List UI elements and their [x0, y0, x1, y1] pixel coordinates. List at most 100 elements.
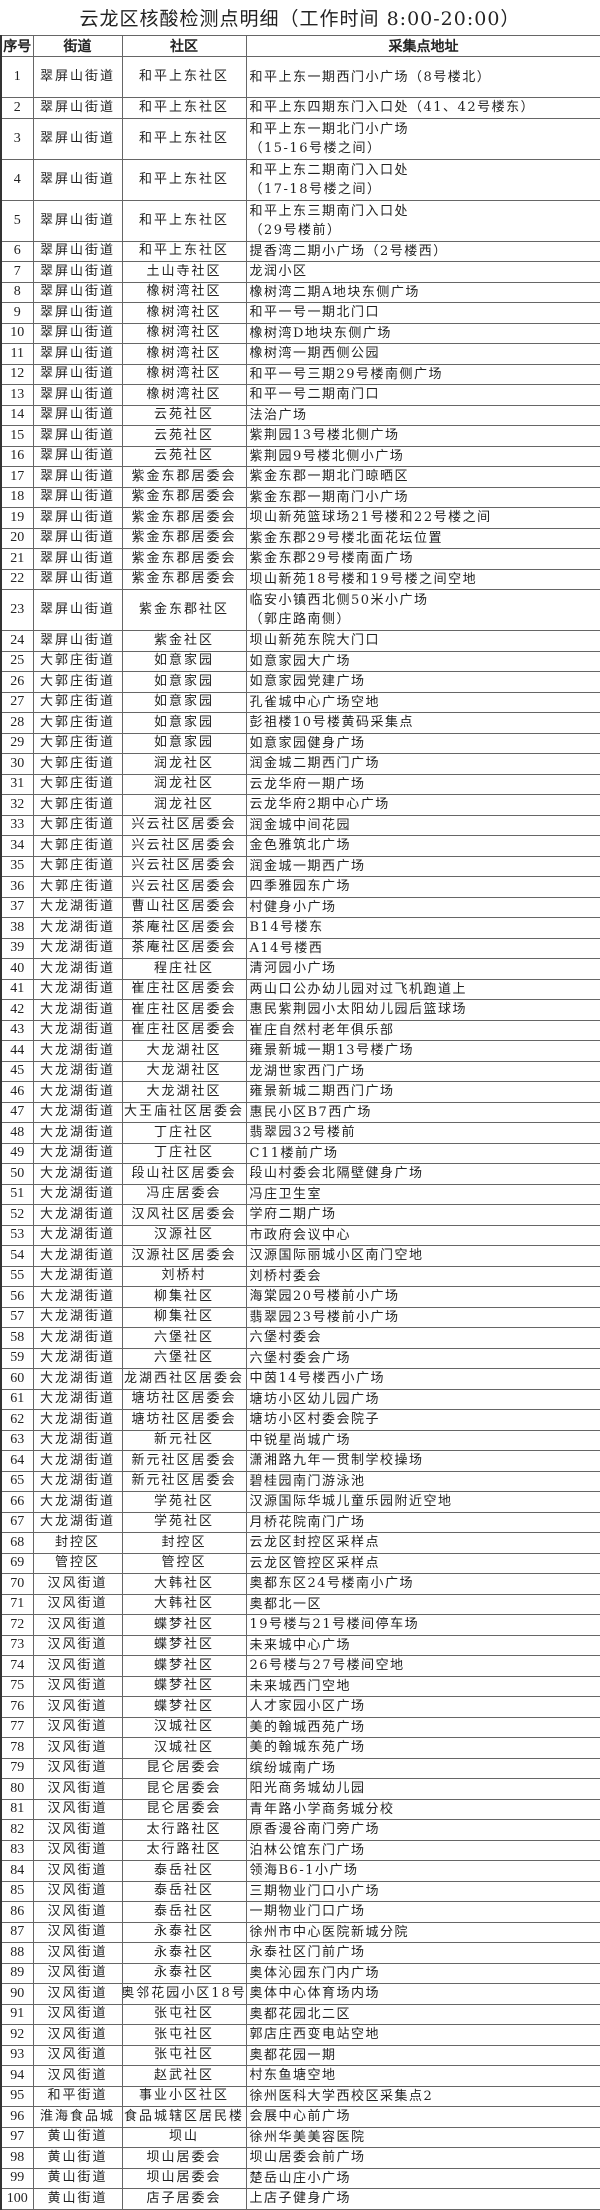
- row-community: 学苑社区: [121, 1491, 247, 1513]
- row-address: 临安小镇西北侧50米小广场 （郭庄路南侧）: [245, 589, 600, 631]
- community-text: 和平上东社区: [138, 99, 229, 115]
- row-street: 大龙湖街道: [32, 1306, 123, 1328]
- row-street: 翠屏山街道: [32, 486, 123, 508]
- community-text: 蝶梦社区: [153, 1678, 214, 1694]
- row-community: 段山社区居委会: [121, 1163, 247, 1185]
- row-street: 大龙湖街道: [32, 1224, 123, 1246]
- community-text: 封控区: [161, 1534, 207, 1550]
- table-row: 90汉风街道区奥邻花园小区18号楼奥体中心体育场内场: [0, 1983, 600, 2005]
- row-street: 大龙湖街道: [32, 1142, 123, 1164]
- header-seq: 序号: [0, 35, 34, 57]
- community-text: 茶庵社区居委会: [131, 940, 237, 956]
- row-address: 汉源国际丽城小区南门空地: [245, 1245, 600, 1267]
- row-community: 蝶梦社区: [121, 1634, 247, 1656]
- community-text: 曹山社区居委会: [131, 899, 237, 915]
- row-seq: 71: [0, 1593, 34, 1615]
- table-row: 61 大龙湖街道 塘坊社区居委会 塘坊小区幼儿园广场: [0, 1388, 600, 1410]
- community-text: 和平上东社区: [138, 171, 229, 187]
- row-community: 紫金社区: [121, 630, 247, 652]
- row-address: 26号楼与27号楼间空地: [245, 1655, 600, 1677]
- row-seq: 61: [0, 1388, 34, 1410]
- community-text: 区奥邻花园小区18号楼: [122, 1985, 246, 2001]
- row-community: 张屯社区: [121, 2003, 247, 2025]
- table-row: 100 黄山街道 店子居委会 上店子健身广场: [0, 2188, 600, 2210]
- row-seq: 68: [0, 1532, 34, 1554]
- row-seq: 22: [0, 568, 34, 590]
- community-text: 蝶梦社区: [153, 1657, 214, 1673]
- row-seq: 37: [0, 896, 34, 918]
- row-community: 太行路社区: [121, 1819, 247, 1841]
- table-row: 86 汉风街道 泰岳社区 一期物业门口广场: [0, 1901, 600, 1923]
- community-text: 张屯社区: [153, 2026, 214, 2042]
- row-address: 奥体沁园东门内广场: [245, 1962, 600, 1984]
- row-seq: 85: [0, 1880, 34, 1902]
- row-community: 永泰社区: [121, 1962, 247, 1984]
- row-community: 崔庄社区居委会: [121, 1019, 247, 1041]
- table-row: 51 大龙湖街道 冯庄居委会 冯庄卫生室: [0, 1183, 600, 1205]
- row-street: 大郭庄街道: [32, 855, 123, 877]
- row-seq: 81: [0, 1798, 34, 1820]
- row-address: 龙湖世家西门广场: [245, 1060, 600, 1082]
- community-text: 紫金东郡居委会: [131, 550, 237, 566]
- row-seq: 75: [0, 1675, 34, 1697]
- table-row: 87 汉风街道 永泰社区 徐州市中心医院新城分院: [0, 1921, 600, 1943]
- row-street: 大龙湖街道: [32, 1327, 123, 1349]
- row-address: 和平上东一期西门小广场（8号楼北）: [245, 56, 600, 98]
- row-address: 学府二期广场: [245, 1204, 600, 1226]
- row-community: 坝山: [121, 2126, 247, 2148]
- row-address: 徐州市中心医院新城分院: [245, 1921, 600, 1943]
- table-row: 76 汉风街道 蝶梦社区 人才家园小区广场: [0, 1696, 600, 1718]
- row-street: 大龙湖街道: [32, 896, 123, 918]
- row-address: 云龙华府2期中心广场: [245, 794, 600, 816]
- community-text: 蝶梦社区: [153, 1637, 214, 1653]
- row-street: 汉风街道: [32, 1675, 123, 1697]
- table-row: 31 大郭庄街道 润龙社区 云龙华府一期广场: [0, 773, 600, 795]
- table-row: 54 大龙湖街道 汉源社区居委会 汉源国际丽城小区南门空地: [0, 1245, 600, 1267]
- table-row: 69 管控区 管控区 云龙区管控区采样点: [0, 1552, 600, 1574]
- community-text: 丁庄社区: [153, 1145, 214, 1161]
- row-community: 太行路社区: [121, 1839, 247, 1861]
- table-row: 81 汉风街道 昆仑居委会 青年路小学商务城分校: [0, 1798, 600, 1820]
- row-seq: 82: [0, 1819, 34, 1841]
- row-street: 大郭庄街道: [32, 773, 123, 795]
- row-street: 汉风街道: [32, 1573, 123, 1595]
- row-street: 大龙湖街道: [32, 1491, 123, 1513]
- community-text: 如意家园: [153, 714, 214, 730]
- row-community: 紫金东郡居委会: [121, 568, 247, 590]
- table-row: 36 大郭庄街道 兴云社区居委会 四季雅园东广场: [0, 876, 600, 898]
- community-text: 润龙社区: [153, 755, 214, 771]
- table-row: 29 大郭庄街道 如意家园 如意家园健身广场: [0, 732, 600, 754]
- row-street: 大龙湖街道: [32, 1470, 123, 1492]
- table-row: 59 大龙湖街道 六堡社区 六堡村委会广场: [0, 1347, 600, 1369]
- row-community: 紫金东郡居委会: [121, 507, 247, 529]
- row-seq: 90: [0, 1983, 34, 2005]
- community-text: 紫金东郡社区: [138, 602, 229, 617]
- row-seq: 1: [0, 56, 34, 98]
- row-address: 阳光商务城幼儿园: [245, 1778, 600, 1800]
- table-row: 33 大郭庄街道 兴云社区居委会 润金城中间花园: [0, 814, 600, 836]
- table-row: 30 大郭庄街道 润龙社区 润金城二期西门广场: [0, 753, 600, 775]
- row-seq: 21: [0, 548, 34, 570]
- community-text: 如意家园: [153, 653, 214, 669]
- row-street: 大龙湖街道: [32, 1511, 123, 1533]
- community-text: 龙湖西社区居委会: [123, 1370, 244, 1386]
- row-street: 翠屏山街道: [32, 261, 123, 283]
- row-community: 坝山居委会: [121, 2167, 247, 2189]
- table-row: 82 汉风街道 太行路社区 原香漫谷南门旁广场: [0, 1819, 600, 1841]
- community-text: 崔庄社区居委会: [131, 1022, 237, 1038]
- row-street: 翠屏山街道: [32, 425, 123, 447]
- table-row: 3 翠屏山街道 和平上东社区 和平上东一期北门小广场 （15-16号楼之间）: [0, 117, 600, 160]
- row-seq: 46: [0, 1081, 34, 1103]
- table-row: 66 大龙湖街道 学苑社区 汉源国际华城儿童乐园附近空地: [0, 1491, 600, 1513]
- community-text: 橡树湾社区: [146, 304, 222, 320]
- row-street: 翠屏山街道: [32, 302, 123, 324]
- row-seq: 91: [0, 2003, 34, 2025]
- community-text: 和平上东社区: [138, 243, 229, 259]
- table-row: 94 汉风街道 赵武社区 村东鱼塘空地: [0, 2065, 600, 2087]
- community-text: 六堡社区: [153, 1350, 214, 1366]
- row-street: 大龙湖街道: [32, 1122, 123, 1144]
- table-row: 96 淮海食品城 食品城辖区居民楼 会展中心前广场: [0, 2106, 600, 2128]
- row-community: 赵武社区: [121, 2065, 247, 2087]
- row-seq: 6: [0, 240, 34, 262]
- row-community: 汉源社区居委会: [121, 1245, 247, 1267]
